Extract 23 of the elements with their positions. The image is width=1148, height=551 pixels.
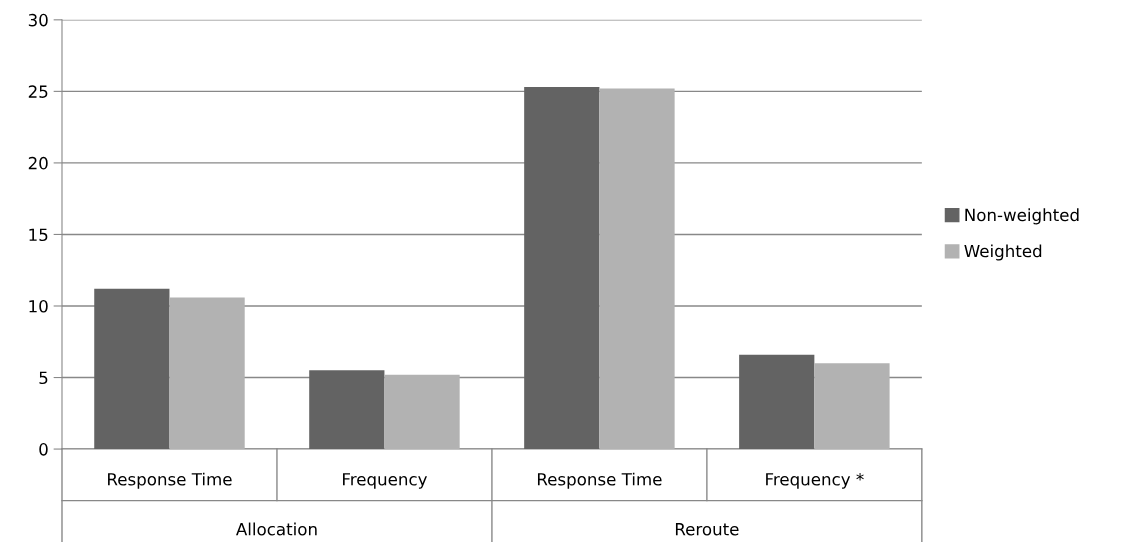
y-tick-label: 5 bbox=[39, 371, 48, 385]
y-tick-label: 15 bbox=[29, 228, 48, 242]
y-tick-label: 30 bbox=[28, 13, 48, 27]
bar bbox=[814, 363, 890, 450]
bar bbox=[739, 354, 815, 450]
x-tick-label: Frequency * bbox=[766, 472, 864, 489]
legend-label: Weighted bbox=[964, 244, 1042, 261]
text: Allocation bbox=[236, 522, 317, 536]
x-tick-label: Response Time bbox=[537, 472, 662, 489]
text: Reroute bbox=[675, 523, 739, 536]
bar bbox=[524, 87, 600, 450]
bar bbox=[384, 374, 460, 450]
bar bbox=[599, 88, 675, 450]
bar bbox=[309, 370, 385, 450]
y-tick-label: 25 bbox=[28, 85, 48, 98]
x-tick-label: Response Time bbox=[108, 472, 232, 489]
y-tick-label: 0 bbox=[39, 443, 48, 456]
y-tick-label: 10 bbox=[29, 299, 48, 313]
x-tick-label: Frequency bbox=[343, 473, 427, 489]
y-tick-label: 20 bbox=[28, 156, 48, 170]
bar bbox=[169, 297, 245, 450]
bar bbox=[94, 288, 170, 450]
legend-label: Non-weighted bbox=[965, 208, 1079, 225]
